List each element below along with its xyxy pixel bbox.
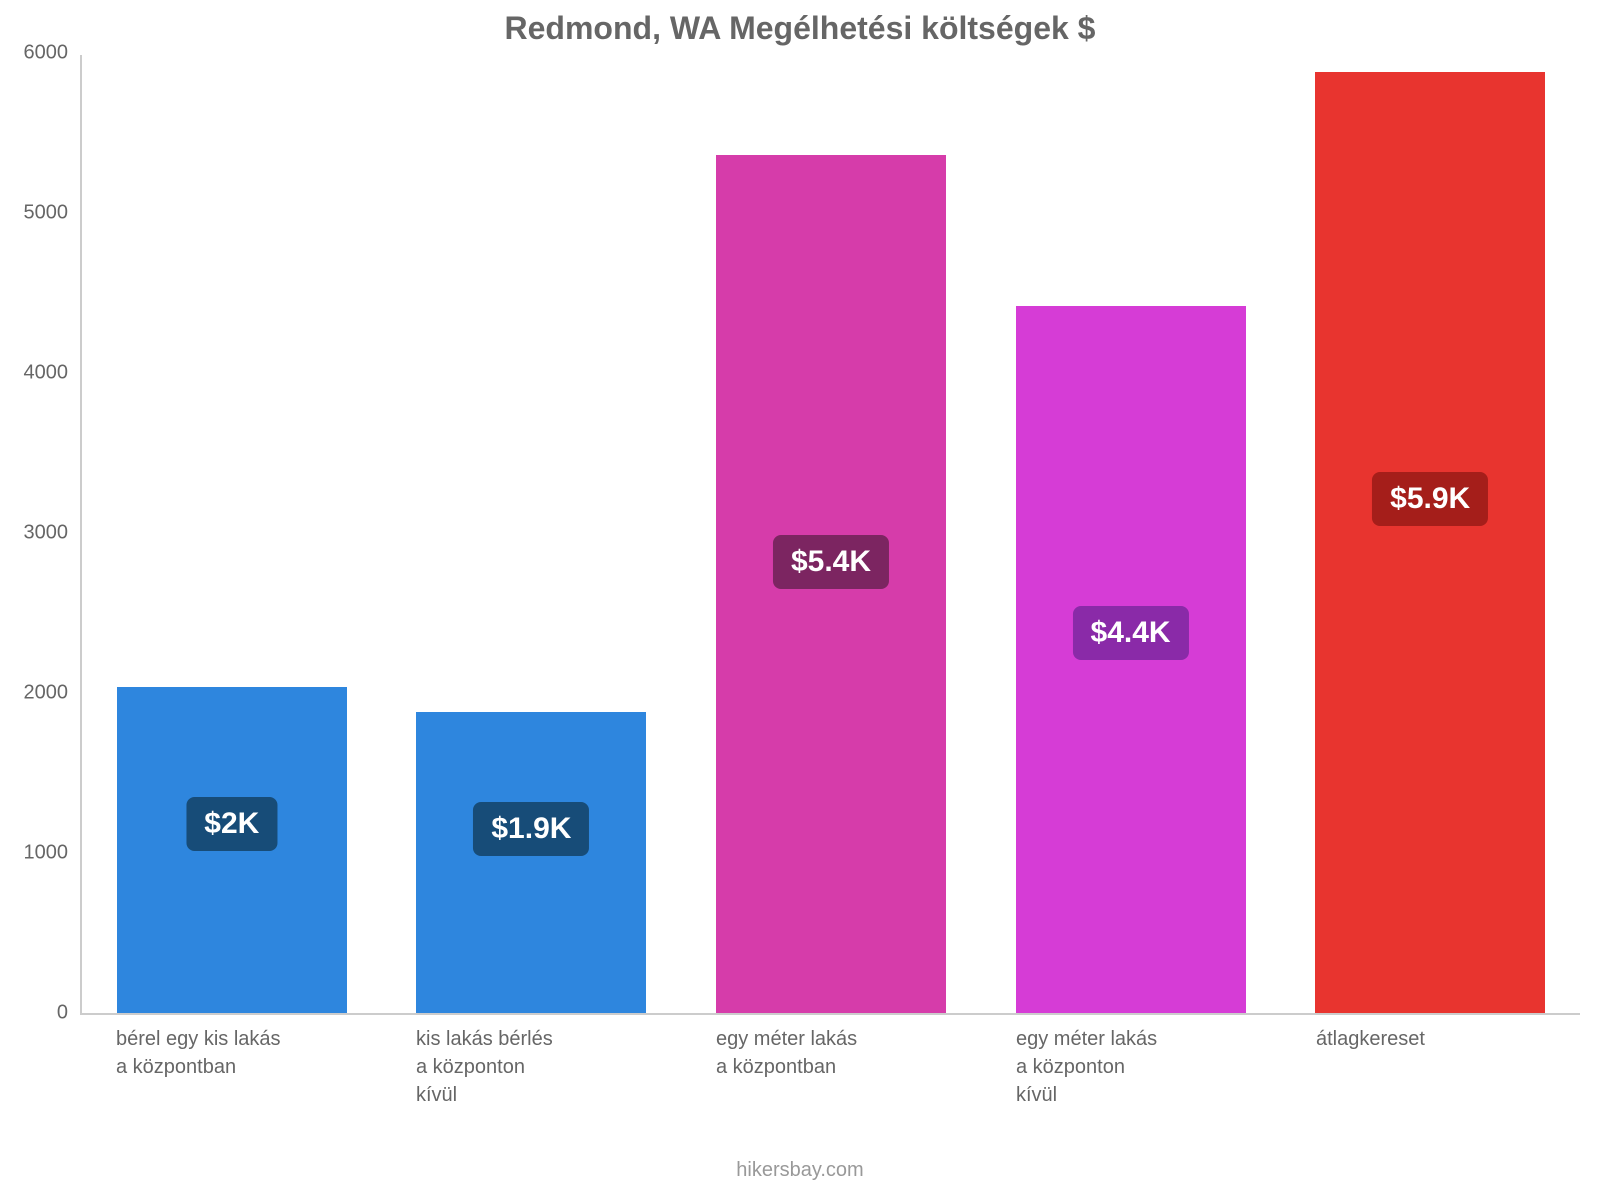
bar: $1.9K [416,712,646,1013]
value-badge: $1.9K [473,802,589,856]
bar: $4.4K [1016,306,1246,1013]
y-tick-label: 3000 [24,522,83,545]
bars-container: $2K $1.9K $5.4K $4.4K $5.9K [82,55,1580,1013]
x-axis-label: egy méter lakás a központon kívül [1010,1025,1250,1109]
x-axis-label: bérel egy kis lakás a központban [110,1025,350,1109]
plot-area: $2K$1.9K$5.4K$4.4K$5.9K 0100020003000400… [80,55,1580,1015]
y-tick-label: 0 [57,1002,82,1025]
bar: $5.4K [716,155,946,1013]
chart-title: Redmond, WA Megélhetési költségek $ [0,10,1600,47]
bar-slot: $5.9K [1310,55,1550,1013]
bar-slot: $2K [112,55,352,1013]
bar-slot: $1.9K [411,55,651,1013]
cost-of-living-chart: Redmond, WA Megélhetési költségek $ $2K$… [0,0,1600,1200]
chart-footer: hikersbay.com [0,1159,1600,1182]
y-tick-label: 1000 [24,842,83,865]
value-badge: $5.9K [1372,472,1488,526]
value-badge: $5.4K [773,535,889,589]
x-axis-label: átlagkereset [1310,1025,1550,1109]
x-axis-label: egy méter lakás a központban [710,1025,950,1109]
bar: $2K [117,687,347,1013]
bar-slot: $5.4K [711,55,951,1013]
value-badge: $4.4K [1073,606,1189,660]
bar-slot: $4.4K [1011,55,1251,1013]
y-tick-label: 2000 [24,682,83,705]
bar: $5.9K [1315,72,1545,1013]
y-tick-label: 4000 [24,362,83,385]
x-axis-labels: bérel egy kis lakás a központban kis laká… [80,1025,1580,1109]
x-axis-label: kis lakás bérlés a központon kívül [410,1025,650,1109]
y-tick-label: 5000 [24,202,83,225]
y-tick-label: 6000 [24,42,83,65]
value-badge: $2K [186,797,277,851]
